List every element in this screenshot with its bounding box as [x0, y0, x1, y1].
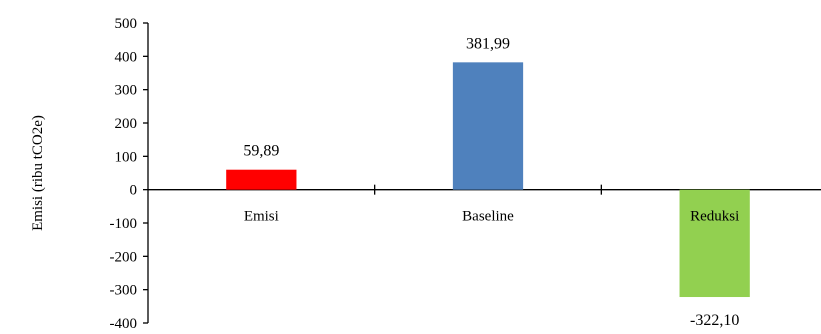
y-axis-title: Emisi (ribu tCO2e): [30, 115, 46, 231]
y-tick-label: 200: [115, 116, 138, 132]
labels: 59,89 Emisi 381,99 Baseline -322,10 Reduksi: [243, 35, 739, 329]
y-tick-label: 0: [130, 183, 138, 199]
category-label-baseline: Baseline: [462, 209, 514, 225]
data-label-baseline: 381,99: [466, 35, 510, 52]
y-tick-label: -100: [110, 216, 138, 232]
category-label-emisi: Emisi: [244, 209, 279, 225]
bar-reduksi: [679, 189, 750, 298]
bar-emisi: [226, 169, 297, 190]
y-tick-label: -300: [110, 283, 138, 299]
data-label-emisi: 59,89: [243, 143, 279, 160]
bars: [226, 62, 750, 298]
category-label-reduksi: Reduksi: [690, 209, 739, 225]
data-label-reduksi: -322,10: [690, 312, 739, 329]
y-tick-label: -200: [110, 249, 138, 265]
y-tick-label: 500: [115, 16, 138, 32]
y-tick-label: 100: [115, 149, 138, 165]
y-tick-label: 300: [115, 83, 138, 99]
y-tick-label: 400: [115, 49, 138, 65]
y-tick-label: -400: [110, 316, 138, 332]
bar-baseline: [452, 62, 524, 190]
